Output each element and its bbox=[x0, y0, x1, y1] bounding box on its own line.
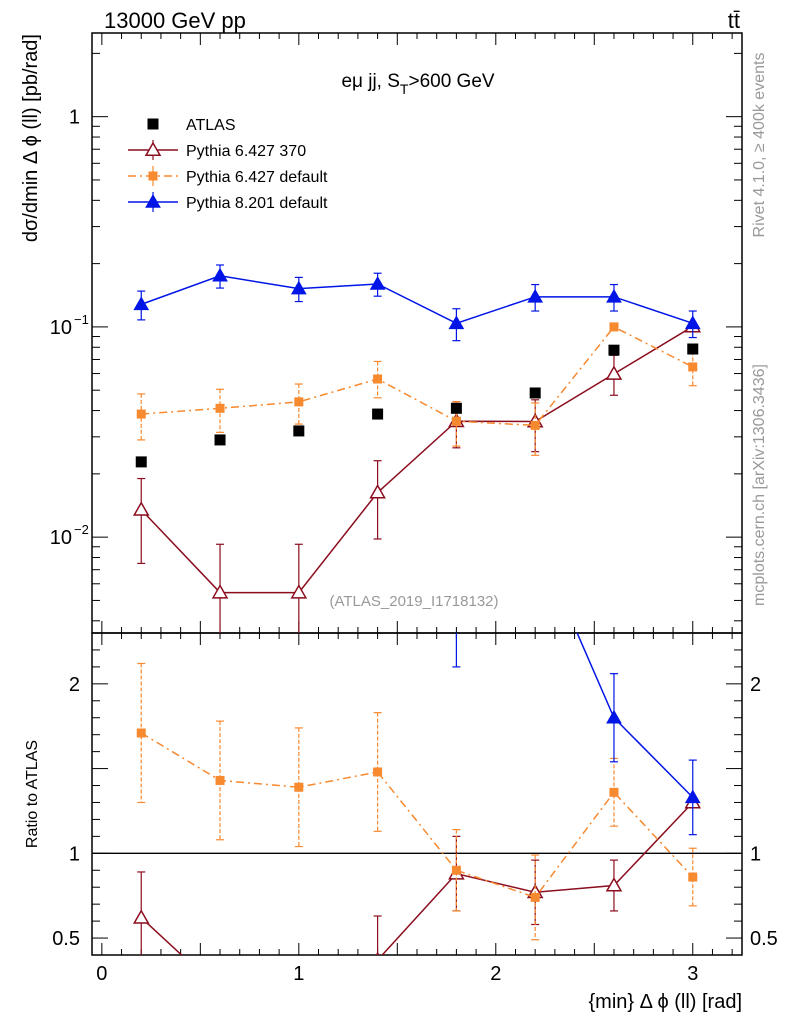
analysis-label: (ATLAS_2019_I1718132) bbox=[329, 593, 498, 610]
y-tick-label: 10 bbox=[50, 527, 72, 549]
ratio-y-axis-title: Ratio to ATLAS bbox=[24, 740, 41, 848]
process-label: tt̄ bbox=[728, 8, 740, 33]
series-point-pythia-8-201-default bbox=[133, 296, 150, 311]
source-label: mcplots.cern.ch [arXiv:1306.3436] bbox=[751, 364, 768, 606]
series-point-pythia-6-427-370 bbox=[132, 501, 150, 516]
x-tick-label: 0 bbox=[96, 963, 107, 985]
atlas-data-point bbox=[608, 344, 620, 356]
legend-label: Pythia 6.427 370 bbox=[186, 143, 306, 160]
legend-marker bbox=[144, 141, 162, 156]
ratio-y-tick-label: 2 bbox=[69, 674, 80, 696]
atlas-data-point bbox=[372, 408, 384, 420]
series-point-pythia-8-201-default bbox=[448, 315, 465, 330]
series-line-pythia-8-201-default bbox=[140, 275, 693, 325]
rivet-version-label: Rivet 4.1.0, ≥ 400k events bbox=[751, 53, 768, 238]
ratio-line-pythia-8-201-default bbox=[576, 633, 694, 798]
ratio-point-pythia-6-427-default bbox=[294, 782, 304, 792]
ratio-y-tick-label: 0.5 bbox=[750, 928, 778, 950]
series-point-pythia-6-427-default bbox=[451, 416, 461, 426]
legend-marker bbox=[145, 193, 161, 208]
legend-label: ATLAS bbox=[186, 117, 236, 134]
atlas-data-point bbox=[450, 402, 462, 414]
ratio-point-pythia-8-201-default bbox=[528, 529, 542, 541]
ratio-point-pythia-8-201-default bbox=[371, 312, 385, 324]
series-point-pythia-6-427-default bbox=[530, 420, 540, 430]
series-point-pythia-6-427-370 bbox=[369, 484, 386, 499]
ratio-plot-frame bbox=[91, 632, 743, 956]
series-line-pythia-6-427-370 bbox=[140, 325, 694, 594]
ratio-y-tick-label: 1 bbox=[69, 843, 80, 865]
series-point-pythia-8-201-default bbox=[527, 288, 544, 303]
ratio-point-pythia-8-201-default bbox=[292, 211, 306, 223]
ratio-point-pythia-6-427-default bbox=[609, 787, 619, 797]
legend-marker bbox=[148, 171, 158, 181]
x-tick-label: 1 bbox=[293, 963, 304, 985]
atlas-data-point bbox=[135, 456, 147, 468]
y-tick-exponent: −2 bbox=[74, 522, 89, 537]
ratio-point-pythia-8-201-default bbox=[606, 709, 622, 724]
ratio-y-tick-label: 1 bbox=[750, 843, 761, 865]
ratio-point-pythia-6-427-default bbox=[373, 767, 383, 777]
series-point-pythia-6-427-370 bbox=[211, 584, 229, 599]
ratio-point-pythia-6-427-370 bbox=[375, 951, 380, 955]
series-point-pythia-6-427-default bbox=[609, 322, 619, 332]
ratio-line-pythia-6-427-default bbox=[140, 732, 694, 899]
x-tick-label: 2 bbox=[490, 963, 501, 985]
ratio-series-group bbox=[132, 67, 702, 999]
ratio-point-pythia-6-427-default bbox=[451, 865, 461, 875]
y-tick-exponent: −1 bbox=[74, 312, 89, 327]
ratio-point-pythia-6-427-370 bbox=[605, 877, 623, 892]
series-point-pythia-6-427-default bbox=[688, 362, 698, 372]
ratio-point-pythia-6-427-370 bbox=[132, 909, 150, 924]
atlas-data-point bbox=[214, 434, 226, 446]
series-point-pythia-6-427-default bbox=[136, 409, 146, 419]
legend-marker bbox=[147, 118, 159, 130]
atlas-data-point bbox=[687, 343, 699, 355]
x-axis-title: {min} Δ ϕ (ll) [rad] bbox=[589, 991, 743, 1013]
series-point-pythia-8-201-default bbox=[290, 280, 307, 295]
ratio-y-tick-label: 0.5 bbox=[52, 928, 80, 950]
series-point-pythia-6-427-default bbox=[215, 403, 225, 413]
ratio-point-pythia-6-427-default bbox=[136, 728, 146, 738]
y-axis-title: dσ/dmin Δ ϕ (ll) [pb/rad] bbox=[20, 34, 42, 242]
y-tick-label: 1 bbox=[69, 107, 80, 129]
energy-label: 13000 GeV pp bbox=[104, 8, 246, 33]
series-point-pythia-6-427-default bbox=[294, 397, 304, 407]
ratio-point-pythia-6-427-default bbox=[688, 872, 698, 882]
series-point-pythia-8-201-default bbox=[606, 288, 622, 303]
main-series-group bbox=[132, 264, 702, 633]
series-line-pythia-6-427-default bbox=[141, 325, 694, 427]
atlas-data-point bbox=[293, 425, 305, 437]
plot-title: eμ jj, ST>600 GeV bbox=[341, 71, 494, 97]
series-point-pythia-6-427-370 bbox=[290, 584, 308, 599]
ratio-point-pythia-8-201-default bbox=[134, 67, 148, 79]
legend-label: Pythia 8.201 default bbox=[186, 195, 328, 212]
ratio-point-pythia-8-201-default bbox=[684, 789, 701, 804]
ratio-point-pythia-6-427-370 bbox=[213, 984, 227, 996]
series-point-pythia-8-201-default bbox=[212, 267, 228, 282]
ratio-y-tick-label: 2 bbox=[750, 674, 761, 696]
legend-label: Pythia 6.427 default bbox=[186, 169, 328, 186]
ratio-point-pythia-6-427-default bbox=[530, 892, 540, 902]
series-point-pythia-8-201-default bbox=[369, 275, 386, 290]
series-point-pythia-6-427-370 bbox=[605, 365, 623, 380]
y-tick-label: 10 bbox=[50, 317, 72, 339]
atlas-data-point bbox=[529, 387, 541, 399]
series-point-pythia-8-201-default bbox=[684, 315, 701, 330]
ratio-point-pythia-6-427-370 bbox=[292, 987, 306, 999]
x-tick-label: 3 bbox=[687, 963, 698, 985]
ratio-point-pythia-6-427-default bbox=[215, 775, 225, 785]
ratio-line-pythia-6-427-370 bbox=[140, 801, 694, 955]
series-point-pythia-6-427-default bbox=[373, 374, 383, 384]
